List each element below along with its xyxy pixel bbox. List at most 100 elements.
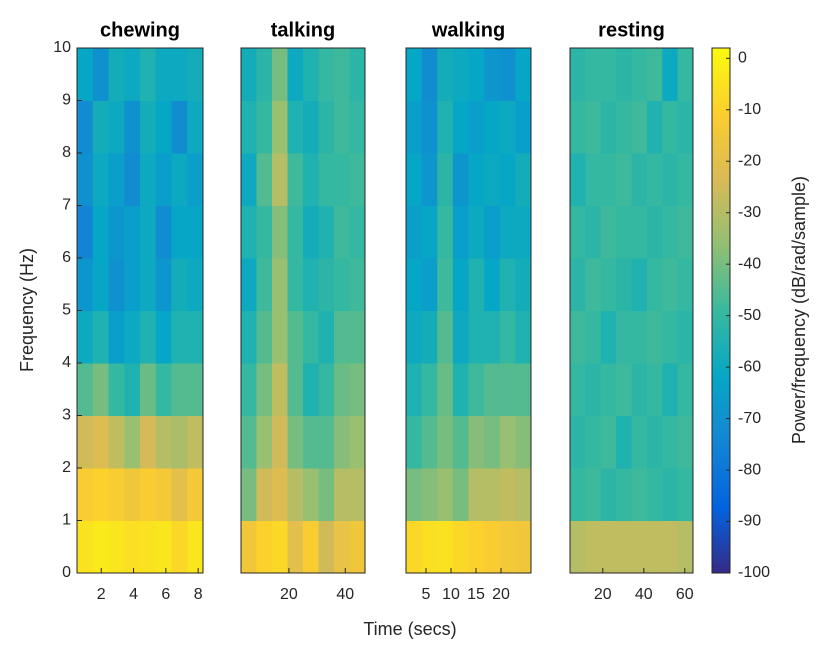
heatmap-cell — [515, 258, 532, 311]
heatmap-cell — [349, 153, 366, 206]
x-tick-label: 40 — [336, 586, 354, 603]
heatmap-cell — [334, 153, 350, 206]
heatmap-cell — [421, 310, 438, 364]
heatmap-cell — [303, 520, 319, 574]
heatmap-cell — [140, 258, 157, 311]
heatmap-cell — [585, 468, 602, 521]
panel-title: walking — [431, 19, 505, 41]
heatmap-cell — [677, 205, 694, 259]
heatmap-cell — [484, 468, 501, 521]
heatmap-cell — [452, 205, 469, 259]
heatmap-cell — [187, 48, 204, 101]
heatmap-cell — [631, 100, 648, 154]
heatmap-cell — [616, 100, 632, 154]
heatmap-cell — [616, 415, 632, 469]
heatmap-cell — [515, 310, 532, 364]
heatmap-cell — [677, 468, 694, 521]
heatmap-cell — [303, 415, 319, 469]
heatmap-cell — [334, 415, 350, 469]
heatmap-cell — [631, 258, 648, 311]
heatmap-cell — [349, 205, 366, 259]
heatmap-cell — [272, 100, 288, 154]
heatmap-cell — [124, 258, 141, 311]
heatmap-cell — [437, 363, 454, 416]
heatmap-cell — [349, 100, 366, 154]
heatmap-cell — [241, 310, 257, 364]
heatmap-cell — [452, 468, 469, 521]
heatmap-cell — [570, 100, 586, 154]
heatmap-cell — [452, 520, 469, 574]
x-tick-label: 2 — [97, 586, 106, 603]
heatmap-cell — [646, 153, 663, 206]
heatmap-cell — [484, 310, 501, 364]
heatmap-cell — [140, 48, 157, 101]
heatmap-cell — [124, 48, 141, 101]
heatmap-cell — [77, 415, 94, 469]
heatmap-cell — [287, 205, 304, 259]
heatmap-cell — [515, 468, 532, 521]
heatmap-cell — [600, 468, 617, 521]
heatmap-cell — [499, 205, 516, 259]
heatmap-cell — [187, 310, 204, 364]
heatmap-cell — [662, 153, 679, 206]
heatmap-cell — [646, 258, 663, 311]
heatmap-cell — [600, 100, 617, 154]
y-tick-label: 3 — [62, 407, 71, 424]
heatmap-cell — [187, 153, 204, 206]
heatmap-cell — [241, 100, 257, 154]
heatmap-cell — [662, 520, 679, 574]
heatmap-cell — [437, 415, 454, 469]
heatmap-cell — [318, 415, 335, 469]
heatmap-cell — [171, 520, 188, 574]
heatmap-cell — [677, 100, 694, 154]
heatmap-cell — [421, 468, 438, 521]
heatmap-cell — [155, 258, 172, 311]
panel-frame — [569, 47, 694, 574]
heatmap-cell — [484, 153, 501, 206]
heatmap-cell — [677, 415, 694, 469]
heatmap-cell — [468, 48, 485, 101]
heatmap-cell — [631, 205, 648, 259]
heatmap-cell — [124, 153, 141, 206]
heatmap-cell — [585, 520, 602, 574]
heatmap-cell — [662, 363, 679, 416]
heatmap-cell — [241, 153, 257, 206]
heatmap-cell — [677, 363, 694, 416]
heatmap-cell — [241, 415, 257, 469]
heatmap-cell — [585, 153, 602, 206]
heatmap-cell — [171, 205, 188, 259]
heatmap-cell — [646, 363, 663, 416]
heatmap-cell — [77, 205, 94, 259]
heatmap-cell — [318, 520, 335, 574]
heatmap-cell — [646, 520, 663, 574]
heatmap-cell — [318, 153, 335, 206]
heatmap-cell — [616, 363, 632, 416]
heatmap-cell — [515, 48, 532, 101]
heatmap-cell — [662, 100, 679, 154]
heatmap-cell — [437, 258, 454, 311]
heatmap-cell — [318, 310, 335, 364]
heatmap-cell — [241, 363, 257, 416]
heatmap-cell — [256, 310, 273, 364]
heatmap-cell — [515, 520, 532, 574]
heatmap-cell — [600, 205, 617, 259]
heatmap-cell — [452, 363, 469, 416]
colorbar — [711, 47, 731, 574]
heatmap-cell — [187, 415, 204, 469]
heatmap-cell — [662, 205, 679, 259]
y-tick-label: 7 — [62, 197, 71, 214]
heatmap-cell — [241, 468, 257, 521]
heatmap-cell — [272, 205, 288, 259]
heatmap-cell — [662, 415, 679, 469]
heatmap-cell — [272, 258, 288, 311]
x-tick-label: 20 — [492, 586, 510, 603]
heatmap-cell — [334, 468, 350, 521]
heatmap-cell — [287, 100, 304, 154]
colorbar-tick-label: 0 — [738, 50, 747, 67]
heatmap-cell — [256, 415, 273, 469]
heatmap-cell — [92, 48, 109, 101]
heatmap-cell — [334, 258, 350, 311]
heatmap-cell — [468, 468, 485, 521]
heatmap-cell — [124, 205, 141, 259]
